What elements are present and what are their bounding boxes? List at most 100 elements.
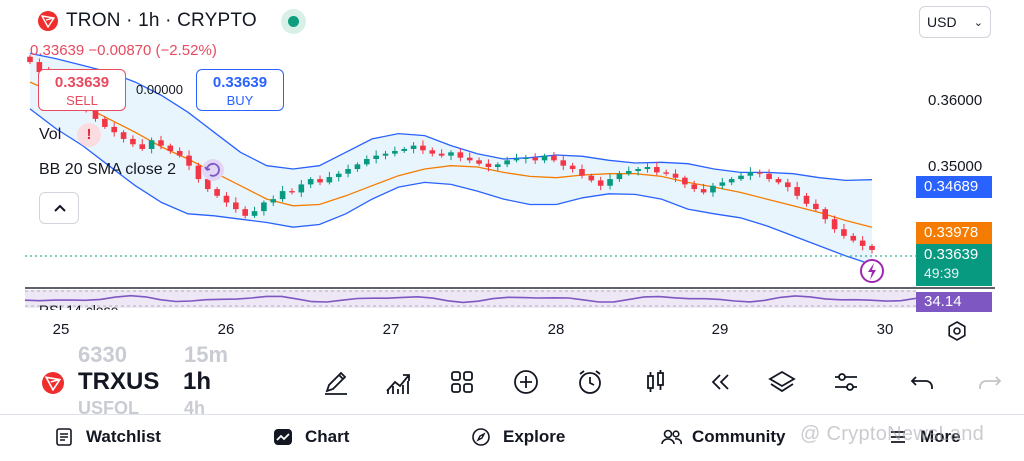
ghost-timeframe-above: 15m (184, 342, 229, 367)
bb-legend[interactable]: BB 20 SMA close 2 (39, 161, 176, 178)
bb-upper-tag: 0.34689 (916, 176, 992, 198)
time-axis: 25 26 27 28 29 30 (53, 321, 894, 338)
nav-watchlist[interactable]: Watchlist (56, 427, 161, 447)
time-axis-label: 26 (218, 321, 235, 338)
chart-toolbar: 6330 15m USFOL 4h TRXUS 1h (0, 342, 1024, 418)
collapse-legend-button[interactable] (39, 192, 79, 224)
community-icon (661, 429, 682, 445)
rsi-band-fill (25, 290, 916, 308)
candle-body (700, 189, 707, 193)
candle-body (223, 195, 230, 203)
candle-body (513, 159, 520, 161)
nav-community[interactable]: Community (661, 427, 786, 447)
flash-marker[interactable] (860, 259, 884, 283)
undo-icon[interactable] (907, 367, 937, 397)
candle-body (345, 169, 351, 174)
nav-chart-label: Chart (305, 427, 350, 446)
candle-body (382, 153, 389, 156)
nav-more[interactable]: More (891, 427, 961, 447)
buy-label: BUY (226, 93, 254, 108)
candle-body (307, 179, 314, 185)
candle-body (448, 152, 454, 156)
chevron-down-icon: ⌄ (973, 17, 983, 29)
price-chart[interactable]: 25 26 27 28 29 30 (0, 0, 1024, 350)
tron-logo-icon (38, 11, 58, 31)
candle-body (364, 159, 370, 165)
ghost-symbol-above: 6330 (78, 342, 127, 367)
candle-body (457, 152, 464, 158)
sell-button[interactable]: 0.33639 SELL (38, 69, 126, 111)
symbol-picker[interactable]: TRXUS (78, 368, 160, 395)
ohlc-readout: 0.33639 −0.00870 (−2.52%) (30, 42, 217, 59)
time-axis-label: 25 (53, 321, 70, 338)
pencil-icon[interactable] (321, 367, 351, 397)
candle-body (204, 179, 211, 190)
chart-settings-icon[interactable] (946, 320, 968, 342)
layouts-icon[interactable] (447, 367, 477, 397)
redo-icon[interactable] (975, 367, 1005, 397)
replay-icon[interactable] (704, 367, 734, 397)
candle-body (569, 165, 576, 170)
alarm-icon[interactable] (575, 367, 605, 397)
market-open-icon (281, 9, 306, 34)
candle-countdown: 49:39 (924, 265, 960, 281)
candle-body (139, 144, 146, 149)
time-axis-label: 30 (877, 321, 894, 338)
candle-body (92, 108, 99, 119)
symbol-title[interactable]: TRON · 1h · CRYPTO (66, 10, 257, 31)
candle-body (279, 191, 286, 200)
candle-body (654, 167, 660, 173)
candle-body (785, 182, 791, 188)
candle-body (354, 164, 361, 170)
buy-button[interactable]: 0.33639 BUY (196, 69, 284, 111)
candle-body (326, 177, 333, 183)
settings-sliders-icon[interactable] (831, 367, 861, 397)
candle-body (476, 160, 482, 164)
candle-body (392, 150, 398, 154)
nav-more-label: More (920, 427, 961, 446)
candle-body (298, 184, 305, 193)
candle-body (803, 195, 810, 204)
candle-body (850, 235, 857, 241)
candle-body (597, 180, 604, 186)
candles-icon[interactable] (640, 367, 670, 397)
bb-basis-tag: 0.33978 (916, 222, 992, 244)
time-axis-label: 27 (383, 321, 400, 338)
indicators-icon[interactable] (383, 367, 413, 397)
sell-price: 0.33639 (54, 74, 110, 91)
candle-body (756, 172, 763, 174)
candle-body (102, 118, 108, 127)
candle-body (672, 173, 679, 178)
candle-body (532, 157, 538, 161)
currency-select[interactable]: USD ⌄ (919, 6, 991, 38)
rsi-legend[interactable]: RSI 14 close (39, 302, 119, 318)
timeframe-picker[interactable]: 1h (183, 368, 212, 395)
alert-icon[interactable]: ! (77, 123, 101, 147)
vol-legend[interactable]: Vol (39, 126, 62, 143)
candle-body (410, 145, 417, 149)
candle-body (663, 172, 669, 174)
candle-body (167, 145, 174, 151)
candle-body (766, 173, 772, 180)
candle-body (869, 245, 875, 250)
candle-body (747, 172, 754, 176)
candle-body (429, 150, 436, 154)
add-icon[interactable] (511, 367, 541, 397)
replay-marker[interactable] (202, 159, 224, 181)
candle-body (822, 209, 829, 220)
chart-header: TRON · 1h · CRYPTO USD ⌄ (0, 0, 1024, 44)
candle-body (251, 211, 258, 216)
last-price-tag: 0.33639 49:39 (916, 244, 992, 286)
layers-icon[interactable] (767, 367, 797, 397)
nav-explore[interactable]: Explore (472, 427, 565, 447)
nav-chart[interactable]: Chart (274, 427, 350, 447)
candle-body (27, 56, 33, 63)
nav-watchlist-label: Watchlist (86, 427, 161, 446)
candle-body (186, 155, 192, 166)
candle-body (719, 182, 726, 186)
candle-body (794, 187, 800, 196)
sell-label: SELL (66, 93, 98, 108)
rsi-pane (24, 287, 995, 308)
candle-body (176, 150, 183, 156)
candle-body (813, 203, 819, 210)
